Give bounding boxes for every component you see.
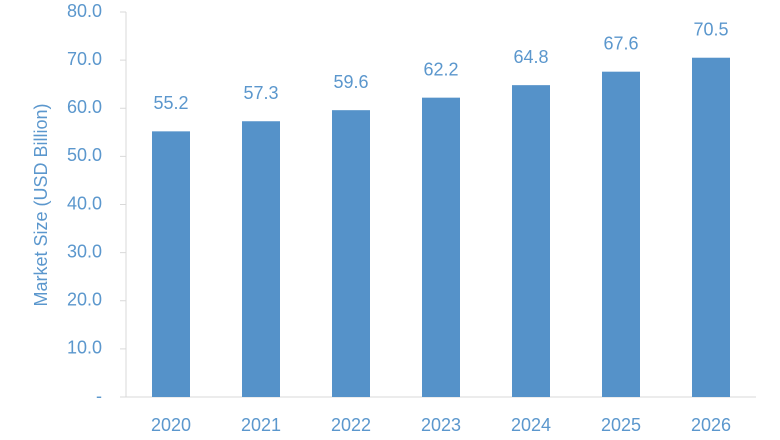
x-tick-label-2023: 2023 (421, 415, 461, 435)
bar-2026 (692, 57, 730, 397)
x-tick-label-2022: 2022 (331, 415, 371, 435)
data-label-2025: 67.6 (603, 33, 638, 53)
y-tick-label: - (96, 386, 102, 406)
bar-2024 (512, 85, 550, 398)
bar-2023 (422, 97, 460, 397)
bar-2021 (242, 121, 280, 398)
y-tick-label: 20.0 (67, 290, 102, 310)
y-tick-label: 80.0 (67, 1, 102, 21)
x-tick-label-2024: 2024 (511, 415, 551, 435)
data-label-2026: 70.5 (693, 19, 728, 39)
y-tick-label: 40.0 (67, 193, 102, 213)
bar-2020 (152, 131, 190, 397)
x-tick-label-2025: 2025 (601, 415, 641, 435)
y-tick-label: 50.0 (67, 145, 102, 165)
y-tick-label: 10.0 (67, 338, 102, 358)
x-tick-label-2021: 2021 (241, 415, 281, 435)
data-label-2024: 64.8 (513, 47, 548, 67)
data-label-2020: 55.2 (153, 93, 188, 113)
labels: - 10.0 20.0 30.0 40.0 50.0 60.0 70.0 80.0 55.2 202… (67, 1, 731, 435)
y-tick-label: 60.0 (67, 97, 102, 117)
data-label-2023: 62.2 (423, 59, 458, 79)
bar-2025 (602, 71, 640, 398)
x-tick-label-2020: 2020 (151, 415, 191, 435)
data-label-2022: 59.6 (333, 72, 368, 92)
data-label-2021: 57.3 (243, 83, 278, 103)
y-tick-label: 30.0 (67, 241, 102, 261)
y-tick-label: 70.0 (67, 49, 102, 69)
y-axis-title: Market Size (USD Billion) (31, 103, 51, 306)
bar-2022 (332, 110, 370, 398)
bars (152, 57, 730, 398)
x-tick-label-2026: 2026 (691, 415, 731, 435)
